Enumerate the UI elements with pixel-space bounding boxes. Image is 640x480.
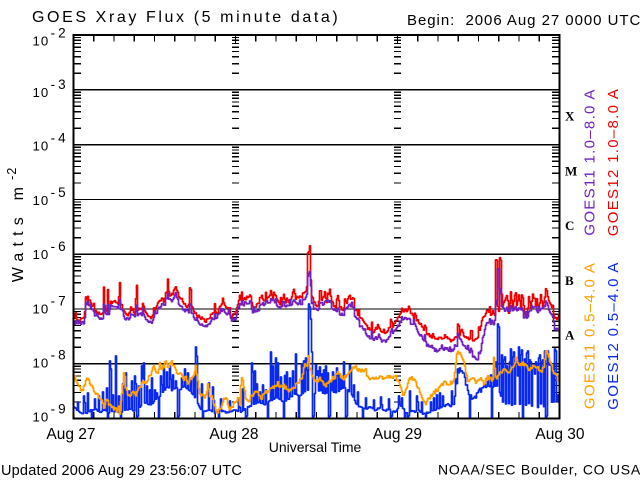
svg-text:10-5: 10-5 bbox=[33, 185, 69, 208]
svg-text:10-8: 10-8 bbox=[33, 348, 69, 371]
svg-text:10-9: 10-9 bbox=[33, 402, 69, 425]
svg-text:Aug 27: Aug 27 bbox=[46, 426, 95, 443]
svg-text:GOES12 1.0–8.0 A: GOES12 1.0–8.0 A bbox=[605, 88, 622, 236]
svg-text:GOES11 0.5–4.0 A: GOES11 0.5–4.0 A bbox=[582, 262, 599, 409]
svg-text:Aug 28: Aug 28 bbox=[209, 426, 258, 443]
svg-text:Watts m-2: Watts m-2 bbox=[5, 167, 27, 283]
svg-text:GOES12 0.5–4.0 A: GOES12 0.5–4.0 A bbox=[605, 261, 622, 409]
svg-text:C: C bbox=[565, 218, 574, 233]
svg-text:M: M bbox=[565, 163, 577, 178]
svg-text:10-6: 10-6 bbox=[33, 239, 69, 262]
svg-text:GOES Xray Flux (5 minute data): GOES Xray Flux (5 minute data) bbox=[32, 9, 340, 26]
svg-text:X: X bbox=[565, 109, 575, 124]
svg-text:10-3: 10-3 bbox=[33, 77, 69, 100]
svg-text:A: A bbox=[565, 328, 575, 343]
svg-text:Begin: 2006 Aug 27 0000 UTC: Begin: 2006 Aug 27 0000 UTC bbox=[407, 12, 640, 29]
svg-text:Aug 29: Aug 29 bbox=[373, 426, 422, 443]
svg-text:Aug 30: Aug 30 bbox=[535, 426, 585, 443]
svg-text:NOAA/SEC Boulder, CO USA: NOAA/SEC Boulder, CO USA bbox=[438, 462, 640, 478]
svg-text:10-7: 10-7 bbox=[33, 293, 69, 316]
svg-text:GOES11 1.0–8.0 A: GOES11 1.0–8.0 A bbox=[582, 88, 599, 235]
svg-text:B: B bbox=[565, 273, 574, 288]
svg-text:10-2: 10-2 bbox=[33, 26, 69, 49]
svg-text:Universal Time: Universal Time bbox=[269, 439, 362, 455]
svg-text:10-4: 10-4 bbox=[33, 131, 69, 154]
svg-text:Updated 2006 Aug 29 23:56:07 U: Updated 2006 Aug 29 23:56:07 UTC bbox=[1, 463, 242, 479]
